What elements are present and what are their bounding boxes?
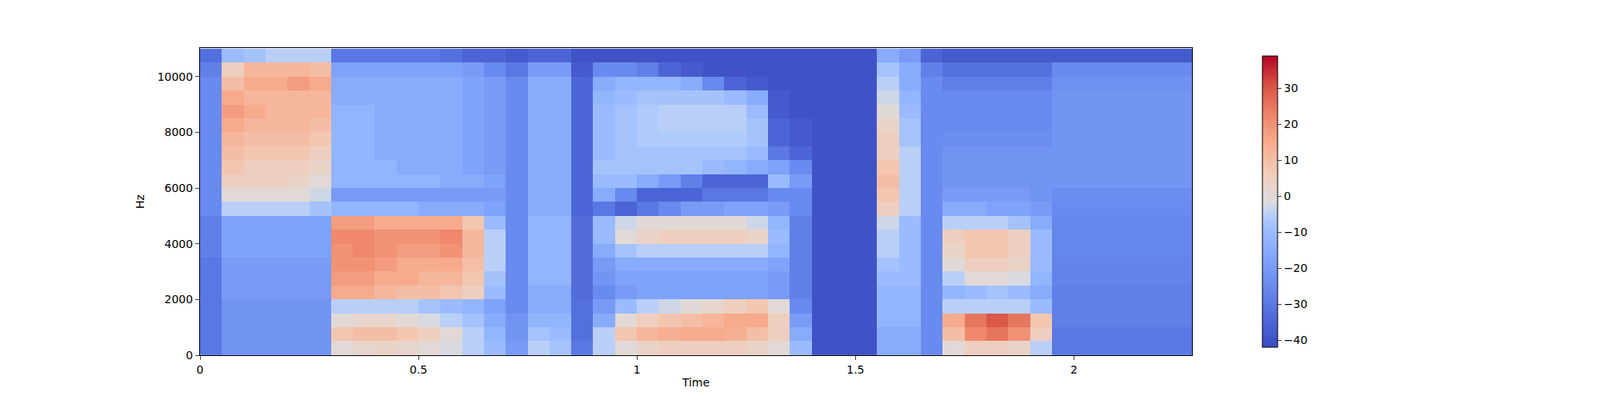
- svg-text:10: 10: [1284, 153, 1299, 167]
- svg-text:0: 0: [1284, 189, 1292, 203]
- svg-text:Hz: Hz: [133, 194, 147, 209]
- svg-text:1.5: 1.5: [846, 363, 864, 376]
- svg-text:0: 0: [185, 348, 193, 362]
- svg-text:−10: −10: [1284, 225, 1308, 239]
- svg-text:Time: Time: [681, 376, 710, 389]
- svg-text:20: 20: [1284, 117, 1299, 131]
- svg-text:30: 30: [1284, 81, 1299, 95]
- svg-text:1: 1: [633, 363, 641, 376]
- svg-text:8000: 8000: [164, 125, 194, 139]
- svg-text:4000: 4000: [164, 237, 194, 251]
- svg-text:0: 0: [196, 363, 204, 376]
- svg-text:−40: −40: [1284, 333, 1308, 347]
- svg-text:10000: 10000: [157, 70, 194, 84]
- svg-text:−30: −30: [1284, 297, 1308, 311]
- svg-text:2: 2: [1070, 363, 1078, 376]
- svg-text:0.5: 0.5: [409, 363, 428, 376]
- svg-text:−20: −20: [1284, 261, 1308, 275]
- svg-text:6000: 6000: [164, 181, 194, 195]
- svg-text:2000: 2000: [164, 292, 194, 306]
